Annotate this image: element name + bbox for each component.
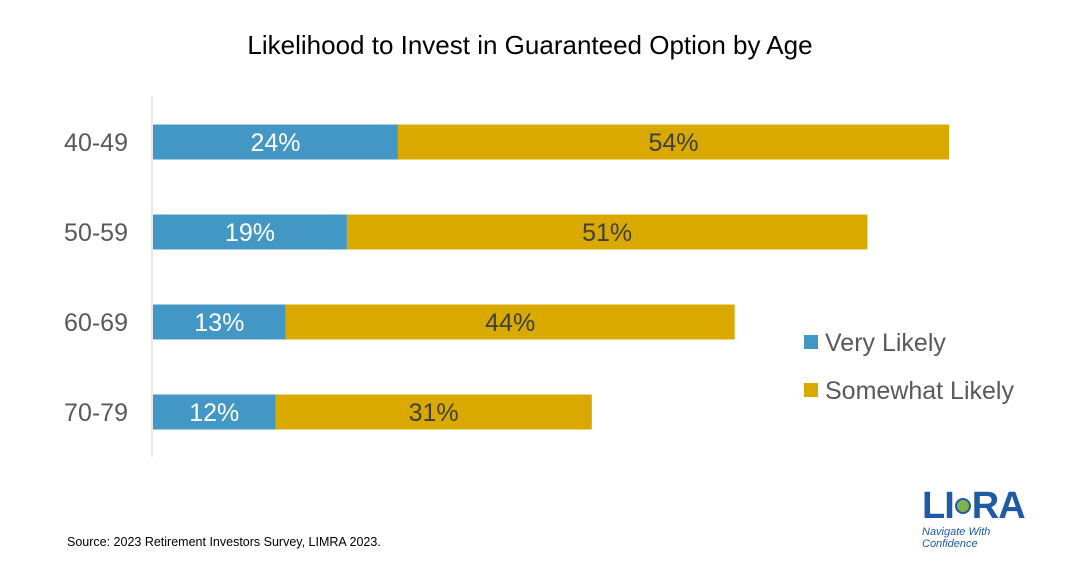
legend-label: Somewhat Likely: [825, 377, 1014, 405]
category-label: 50-59: [64, 219, 128, 247]
legend: Very Likely Somewhat Likely: [804, 329, 1014, 405]
data-label: 51%: [582, 219, 632, 247]
logo-tagline: Navigate With Confidence: [922, 526, 1032, 550]
data-label: 24%: [250, 129, 300, 157]
bar-somewhat-likely: [346, 214, 868, 250]
bar-very-likely: [153, 304, 286, 340]
bar-very-likely: [153, 124, 398, 160]
logo-tagline-line1: Navigate With: [922, 526, 991, 538]
chart-title: Likelihood to Invest in Guaranteed Optio…: [247, 30, 813, 60]
bar-somewhat-likely: [285, 304, 735, 340]
logo-wordmark: LI RA: [922, 487, 1032, 525]
data-label: 31%: [409, 399, 459, 427]
category-label: 70-79: [64, 399, 128, 427]
data-label: 13%: [194, 309, 244, 337]
bar-very-likely: [153, 394, 276, 430]
data-label: 19%: [225, 219, 275, 247]
logo-text-right: RA: [971, 485, 1026, 527]
data-label: 12%: [189, 399, 239, 427]
logo-tagline-line2: Confidence: [922, 538, 978, 550]
data-label: 54%: [648, 129, 698, 157]
logo-text-left: LI: [922, 485, 955, 527]
bar-somewhat-likely: [397, 124, 949, 160]
legend-label: Very Likely: [825, 329, 946, 357]
limra-logo: LI RA Navigate With Confidence: [922, 487, 1032, 553]
category-label: 40-49: [64, 129, 128, 157]
legend-swatch: [804, 383, 818, 397]
category-label: 60-69: [64, 309, 128, 337]
source-note: Source: 2023 Retirement Investors Survey…: [67, 535, 381, 549]
bar-somewhat-likely: [275, 394, 592, 430]
bars-layer: 40-49 24% 54% 50-59 19% 51% 60-69 13% 44% 70-79 12…: [64, 124, 949, 430]
data-label: 44%: [485, 309, 535, 337]
bar-very-likely: [153, 214, 347, 250]
globe-icon: [954, 498, 971, 514]
legend-swatch: [804, 335, 818, 349]
